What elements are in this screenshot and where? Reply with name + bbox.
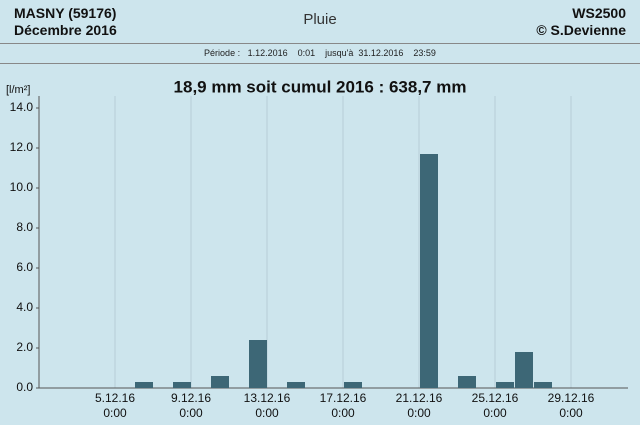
y-axis-label: [l/m²]: [6, 84, 30, 96]
x-tick-label: 21.12.16 0:00: [395, 391, 443, 420]
bar: [496, 382, 514, 388]
bar: [249, 340, 267, 388]
x-tick-label: 5.12.16 0:00: [94, 391, 136, 420]
page-title: Pluie: [303, 11, 337, 28]
bar: [515, 352, 533, 388]
x-tick-label: 29.12.16 0:00: [547, 391, 595, 420]
bar: [135, 382, 153, 388]
separator: [0, 63, 640, 64]
y-tick-label: 8.0: [16, 220, 33, 234]
separator: [0, 43, 640, 44]
author: © S.Devienne: [536, 22, 626, 38]
y-tick-label: 14.0: [10, 100, 34, 114]
y-tick-label: 2.0: [16, 340, 33, 354]
bar: [458, 376, 476, 388]
bar: [173, 382, 191, 388]
bar: [420, 154, 438, 388]
y-tick-label: 6.0: [16, 260, 33, 274]
month: Décembre 2016: [14, 22, 117, 38]
period: Période : 1.12.2016 0:01 jusqu'à 31.12.2…: [204, 48, 436, 58]
bar: [211, 376, 229, 388]
bar: [534, 382, 552, 388]
y-tick-label: 4.0: [16, 300, 33, 314]
y-tick-label: 0.0: [16, 380, 33, 394]
y-tick-label: 10.0: [10, 180, 34, 194]
chart-title: 18,9 mm soit cumul 2016 : 638,7 mm: [174, 77, 467, 96]
x-tick-label: 13.12.16 0:00: [243, 391, 291, 420]
bar: [344, 382, 362, 388]
bar: [287, 382, 305, 388]
y-tick-label: 12.0: [10, 140, 34, 154]
station: MASNY (59176): [14, 5, 117, 21]
x-tick-label: 17.12.16 0:00: [319, 391, 367, 420]
x-tick-label: 9.12.16 0:00: [170, 391, 212, 420]
device: WS2500: [572, 5, 626, 21]
x-tick-label: 25.12.16 0:00: [471, 391, 519, 420]
